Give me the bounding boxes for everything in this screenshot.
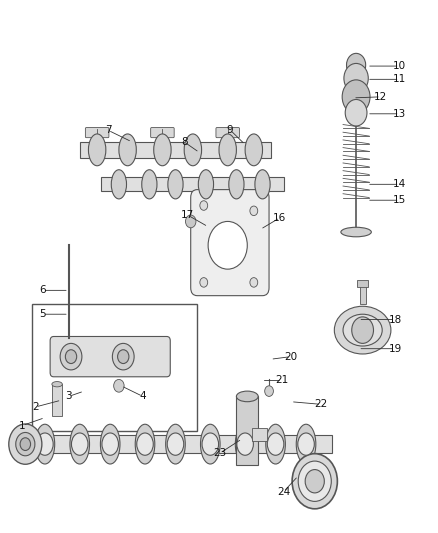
FancyBboxPatch shape xyxy=(85,127,109,138)
Circle shape xyxy=(60,343,82,370)
Text: 22: 22 xyxy=(314,399,328,409)
Text: 16: 16 xyxy=(273,213,286,223)
Text: 21: 21 xyxy=(276,375,289,385)
Ellipse shape xyxy=(168,169,183,199)
Ellipse shape xyxy=(298,433,314,455)
Ellipse shape xyxy=(102,433,118,455)
Ellipse shape xyxy=(184,134,201,166)
Ellipse shape xyxy=(334,306,391,354)
Text: 4: 4 xyxy=(140,391,146,401)
FancyBboxPatch shape xyxy=(216,127,240,138)
Circle shape xyxy=(292,454,337,509)
Ellipse shape xyxy=(266,424,286,464)
Circle shape xyxy=(208,221,247,269)
Ellipse shape xyxy=(37,433,53,455)
Ellipse shape xyxy=(201,424,220,464)
Text: 1: 1 xyxy=(19,421,25,431)
Ellipse shape xyxy=(245,134,262,166)
Ellipse shape xyxy=(88,134,106,166)
Ellipse shape xyxy=(296,424,316,464)
Ellipse shape xyxy=(341,227,371,237)
Ellipse shape xyxy=(343,314,382,346)
Text: 14: 14 xyxy=(393,179,406,189)
Bar xyxy=(252,428,267,441)
Circle shape xyxy=(114,379,124,392)
Text: 23: 23 xyxy=(213,448,226,458)
Text: 19: 19 xyxy=(389,344,402,354)
Ellipse shape xyxy=(35,424,55,464)
Ellipse shape xyxy=(219,134,237,166)
Circle shape xyxy=(265,386,273,397)
Bar xyxy=(32,304,197,431)
Text: 12: 12 xyxy=(374,92,388,102)
Text: 17: 17 xyxy=(181,210,194,220)
Ellipse shape xyxy=(202,433,219,455)
Circle shape xyxy=(200,278,208,287)
Bar xyxy=(237,397,258,465)
Ellipse shape xyxy=(198,169,214,199)
Ellipse shape xyxy=(237,433,253,455)
Circle shape xyxy=(200,201,208,211)
Text: 18: 18 xyxy=(389,314,402,325)
Text: 2: 2 xyxy=(32,402,39,412)
Circle shape xyxy=(250,278,258,287)
Text: 13: 13 xyxy=(393,109,406,119)
Circle shape xyxy=(16,432,35,456)
Circle shape xyxy=(113,343,134,370)
Ellipse shape xyxy=(100,424,120,464)
Text: 20: 20 xyxy=(284,352,297,361)
Text: 5: 5 xyxy=(39,309,46,319)
Text: 24: 24 xyxy=(277,487,290,497)
Text: 6: 6 xyxy=(39,285,46,295)
FancyBboxPatch shape xyxy=(50,336,170,377)
Ellipse shape xyxy=(111,169,127,199)
Ellipse shape xyxy=(229,169,244,199)
Circle shape xyxy=(342,80,370,114)
Ellipse shape xyxy=(135,424,155,464)
Circle shape xyxy=(344,63,368,93)
FancyBboxPatch shape xyxy=(191,190,269,296)
Circle shape xyxy=(250,206,258,216)
Text: 8: 8 xyxy=(181,137,187,147)
Ellipse shape xyxy=(142,169,157,199)
Ellipse shape xyxy=(255,169,270,199)
Ellipse shape xyxy=(237,391,258,402)
Circle shape xyxy=(9,424,42,464)
Circle shape xyxy=(345,100,367,126)
Bar xyxy=(52,384,62,416)
Bar xyxy=(360,285,366,304)
Ellipse shape xyxy=(137,433,153,455)
Text: 15: 15 xyxy=(393,195,406,205)
Ellipse shape xyxy=(71,433,88,455)
Circle shape xyxy=(65,350,77,364)
Circle shape xyxy=(117,350,129,364)
Ellipse shape xyxy=(166,424,185,464)
Text: 3: 3 xyxy=(66,391,72,401)
Bar xyxy=(80,142,271,158)
Circle shape xyxy=(298,461,331,502)
Ellipse shape xyxy=(70,424,89,464)
Circle shape xyxy=(346,53,366,77)
Bar xyxy=(102,177,284,191)
Bar xyxy=(357,280,368,287)
Ellipse shape xyxy=(119,134,136,166)
Ellipse shape xyxy=(154,134,171,166)
Ellipse shape xyxy=(52,382,62,387)
FancyBboxPatch shape xyxy=(151,127,174,138)
Circle shape xyxy=(305,470,324,493)
Bar xyxy=(19,435,332,454)
Circle shape xyxy=(20,438,31,450)
Text: 7: 7 xyxy=(105,125,111,135)
Text: 10: 10 xyxy=(393,61,406,71)
Text: 11: 11 xyxy=(393,74,406,84)
Circle shape xyxy=(185,215,196,228)
Ellipse shape xyxy=(167,433,184,455)
Circle shape xyxy=(352,317,374,343)
Ellipse shape xyxy=(235,424,255,464)
Text: 9: 9 xyxy=(226,125,233,135)
Ellipse shape xyxy=(267,433,284,455)
